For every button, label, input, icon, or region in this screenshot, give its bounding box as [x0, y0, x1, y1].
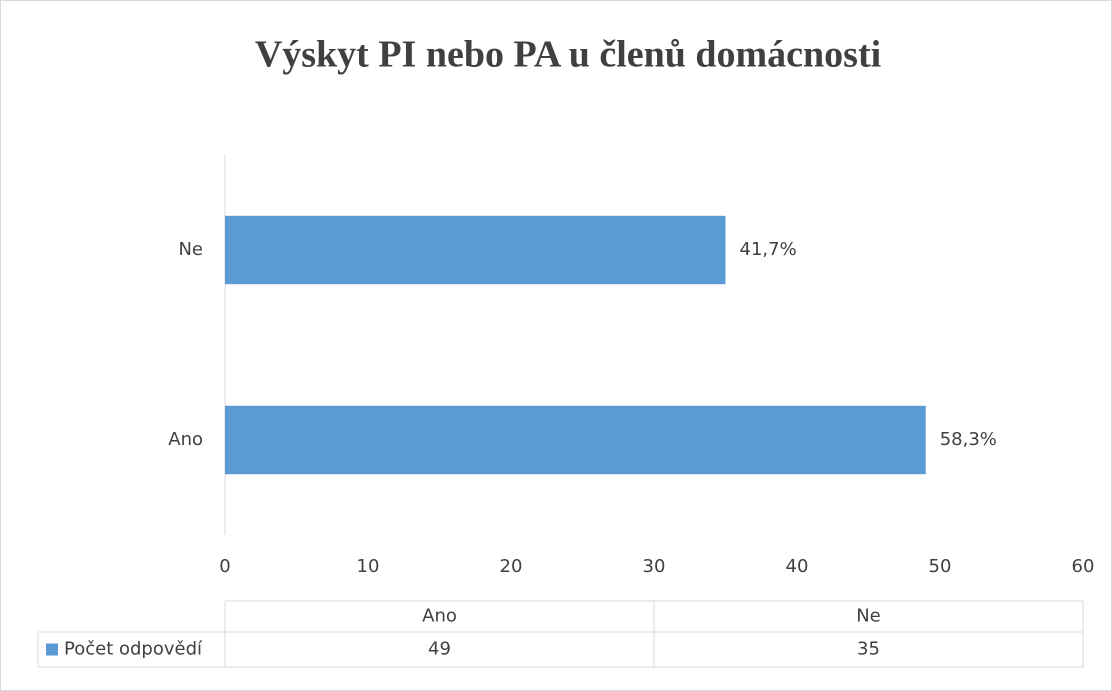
data-label: 41,7% [740, 239, 797, 260]
y-tick-label: Ano [168, 429, 203, 450]
table-value: 35 [857, 639, 880, 660]
legend-label: Počet odpovědí [64, 639, 203, 660]
x-tick-label: 40 [786, 556, 809, 577]
x-tick-label: 50 [929, 556, 952, 577]
data-label: 58,3% [940, 429, 997, 450]
bar [225, 405, 926, 475]
x-tick-label: 30 [643, 556, 666, 577]
table-header: Ne [856, 606, 881, 627]
table-grid [37, 600, 1084, 668]
chart-title: Výskyt PI nebo PA u členů domácnosti [255, 34, 881, 76]
x-tick-label: 60 [1072, 556, 1095, 577]
table-value: 49 [428, 639, 451, 660]
legend-key [46, 643, 58, 656]
y-tick-label: Ne [178, 239, 203, 260]
x-tick-label: 10 [357, 556, 380, 577]
x-tick-label: 0 [219, 556, 230, 577]
bar [225, 215, 726, 285]
x-tick-label: 20 [500, 556, 523, 577]
table-header: Ano [422, 606, 457, 627]
